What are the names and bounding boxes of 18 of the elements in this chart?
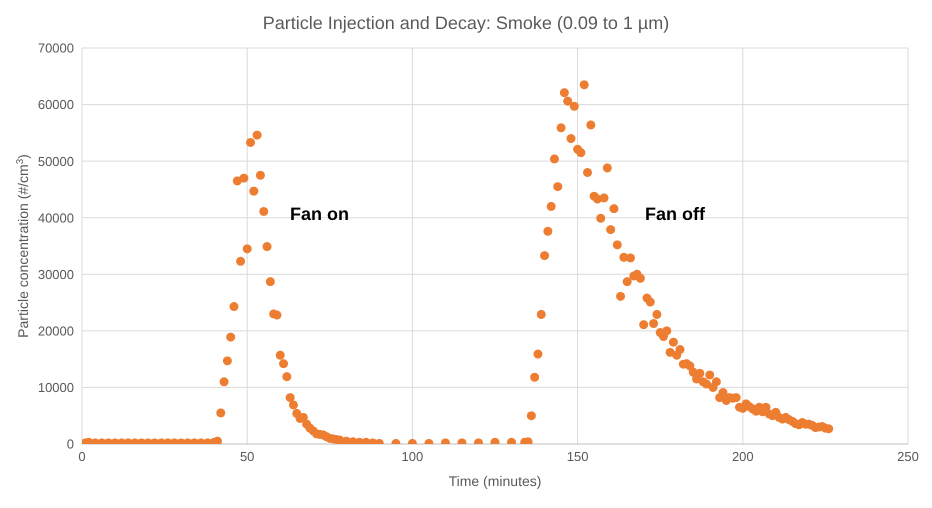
y-tick-label: 30000 bbox=[38, 266, 74, 282]
y-tick-label: 10000 bbox=[38, 380, 74, 396]
x-axis-title: Time (minutes) bbox=[448, 473, 542, 489]
annotation: Fan on bbox=[290, 204, 349, 225]
annotation: Fan off bbox=[645, 204, 705, 225]
y-tick-label: 60000 bbox=[38, 97, 74, 112]
x-tick-label: 50 bbox=[240, 449, 254, 464]
y-tick-label: 70000 bbox=[38, 40, 74, 56]
x-tick-label: 200 bbox=[732, 449, 754, 464]
y-tick-label: 50000 bbox=[38, 154, 74, 169]
x-tick-label: 100 bbox=[402, 449, 424, 464]
y-tick-label: 0 bbox=[66, 436, 74, 452]
x-tick-label: 150 bbox=[566, 449, 588, 464]
y-tick-label: 40000 bbox=[38, 210, 74, 226]
chart-title: Particle Injection and Decay: Smoke (0.09 to 1 µm) bbox=[262, 12, 670, 35]
x-tick-label: 250 bbox=[897, 449, 919, 464]
x-tick-label: 0 bbox=[78, 449, 86, 464]
y-tick-label: 20000 bbox=[38, 323, 74, 338]
